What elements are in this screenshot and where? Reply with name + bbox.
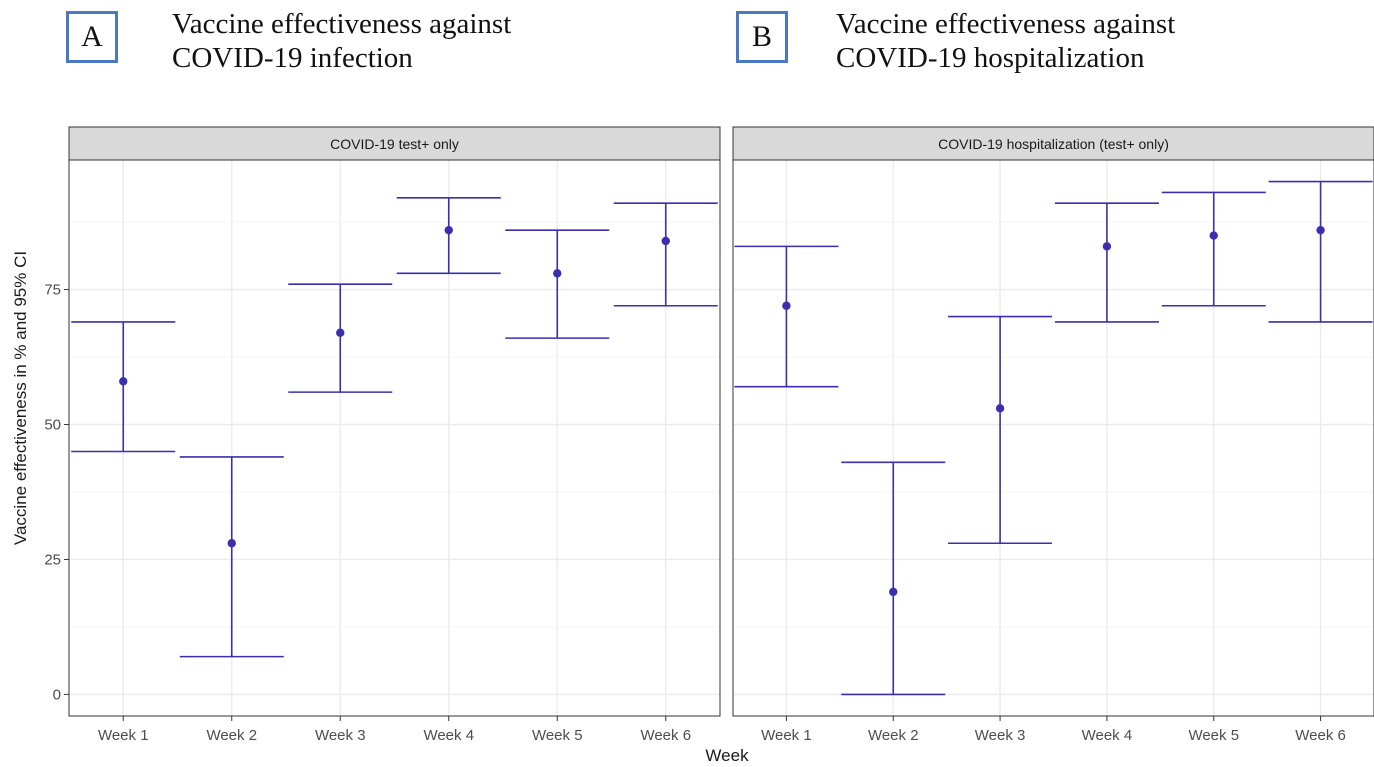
panel-2-estimate-point (1209, 231, 1218, 240)
panel-b-heading-line2: COVID-19 hospitalization (836, 42, 1145, 74)
panel-2-x-tick-label: Week 6 (1295, 727, 1346, 744)
panel-2-x-tick-label: Week 1 (761, 727, 812, 744)
y-tick-label: 50 (44, 417, 61, 434)
panel-b-heading-line1: Vaccine effectiveness against (836, 8, 1176, 40)
panel-b-heading: Vaccine effectiveness against COVID-19 h… (836, 7, 1175, 75)
panel-2-x-tick-label: Week 5 (1188, 727, 1239, 744)
panel-1-border (68, 159, 721, 717)
panel-1-x-tick-label: Week 1 (98, 727, 149, 744)
panel-2-strip (732, 126, 1374, 161)
y-tick-label: 0 (53, 686, 61, 703)
panel-1-x-tick-label: Week 2 (206, 727, 257, 744)
panel-a-heading-line1: Vaccine effectiveness against (172, 8, 512, 40)
panel-a-heading: Vaccine effectiveness against COVID-19 i… (172, 7, 511, 75)
panel-2-x-tick-label: Week 3 (975, 727, 1026, 744)
panel-1-estimate-point (336, 328, 345, 337)
panel-1-estimate-point (227, 539, 236, 548)
panel-2-strip-label: COVID-19 hospitalization (test+ only) (938, 136, 1169, 152)
y-tick-label: 25 (44, 551, 61, 568)
panel-2-estimate-point (995, 404, 1005, 413)
panel-1-estimate-point (119, 377, 128, 386)
panel-1-strip (68, 126, 721, 161)
panel-2-x-tick-label: Week 2 (868, 727, 919, 744)
panel-1-x-tick-label: Week 5 (532, 727, 583, 744)
panel-2-estimate-point (1316, 225, 1325, 235)
panel-2-estimate-point (782, 301, 791, 310)
panel-a-letter: A (66, 11, 118, 63)
panel-1-x-tick-label: Week 6 (640, 727, 691, 744)
y-axis-label: Vaccine effectiveness in % and 95% CI (11, 251, 30, 545)
panel-2-estimate-point (1102, 242, 1112, 251)
panel-b-letter: B (736, 11, 788, 63)
panel-1-estimate-point (444, 225, 453, 235)
panel-2-border (732, 159, 1374, 717)
y-tick-label: 75 (44, 282, 61, 299)
panel-a-heading-line2: COVID-19 infection (172, 42, 413, 74)
panel-2-estimate-point (889, 587, 898, 597)
panel-1-x-tick-label: Week 4 (423, 727, 474, 744)
panel-2-x-tick-label: Week 4 (1082, 727, 1133, 744)
panel-1-strip-label: COVID-19 test+ only (330, 136, 459, 152)
x-axis-label: Week (705, 746, 749, 765)
panel-1-estimate-point (553, 269, 562, 278)
panel-1-estimate-point (661, 236, 670, 246)
panel-1-x-tick-label: Week 3 (315, 727, 366, 744)
